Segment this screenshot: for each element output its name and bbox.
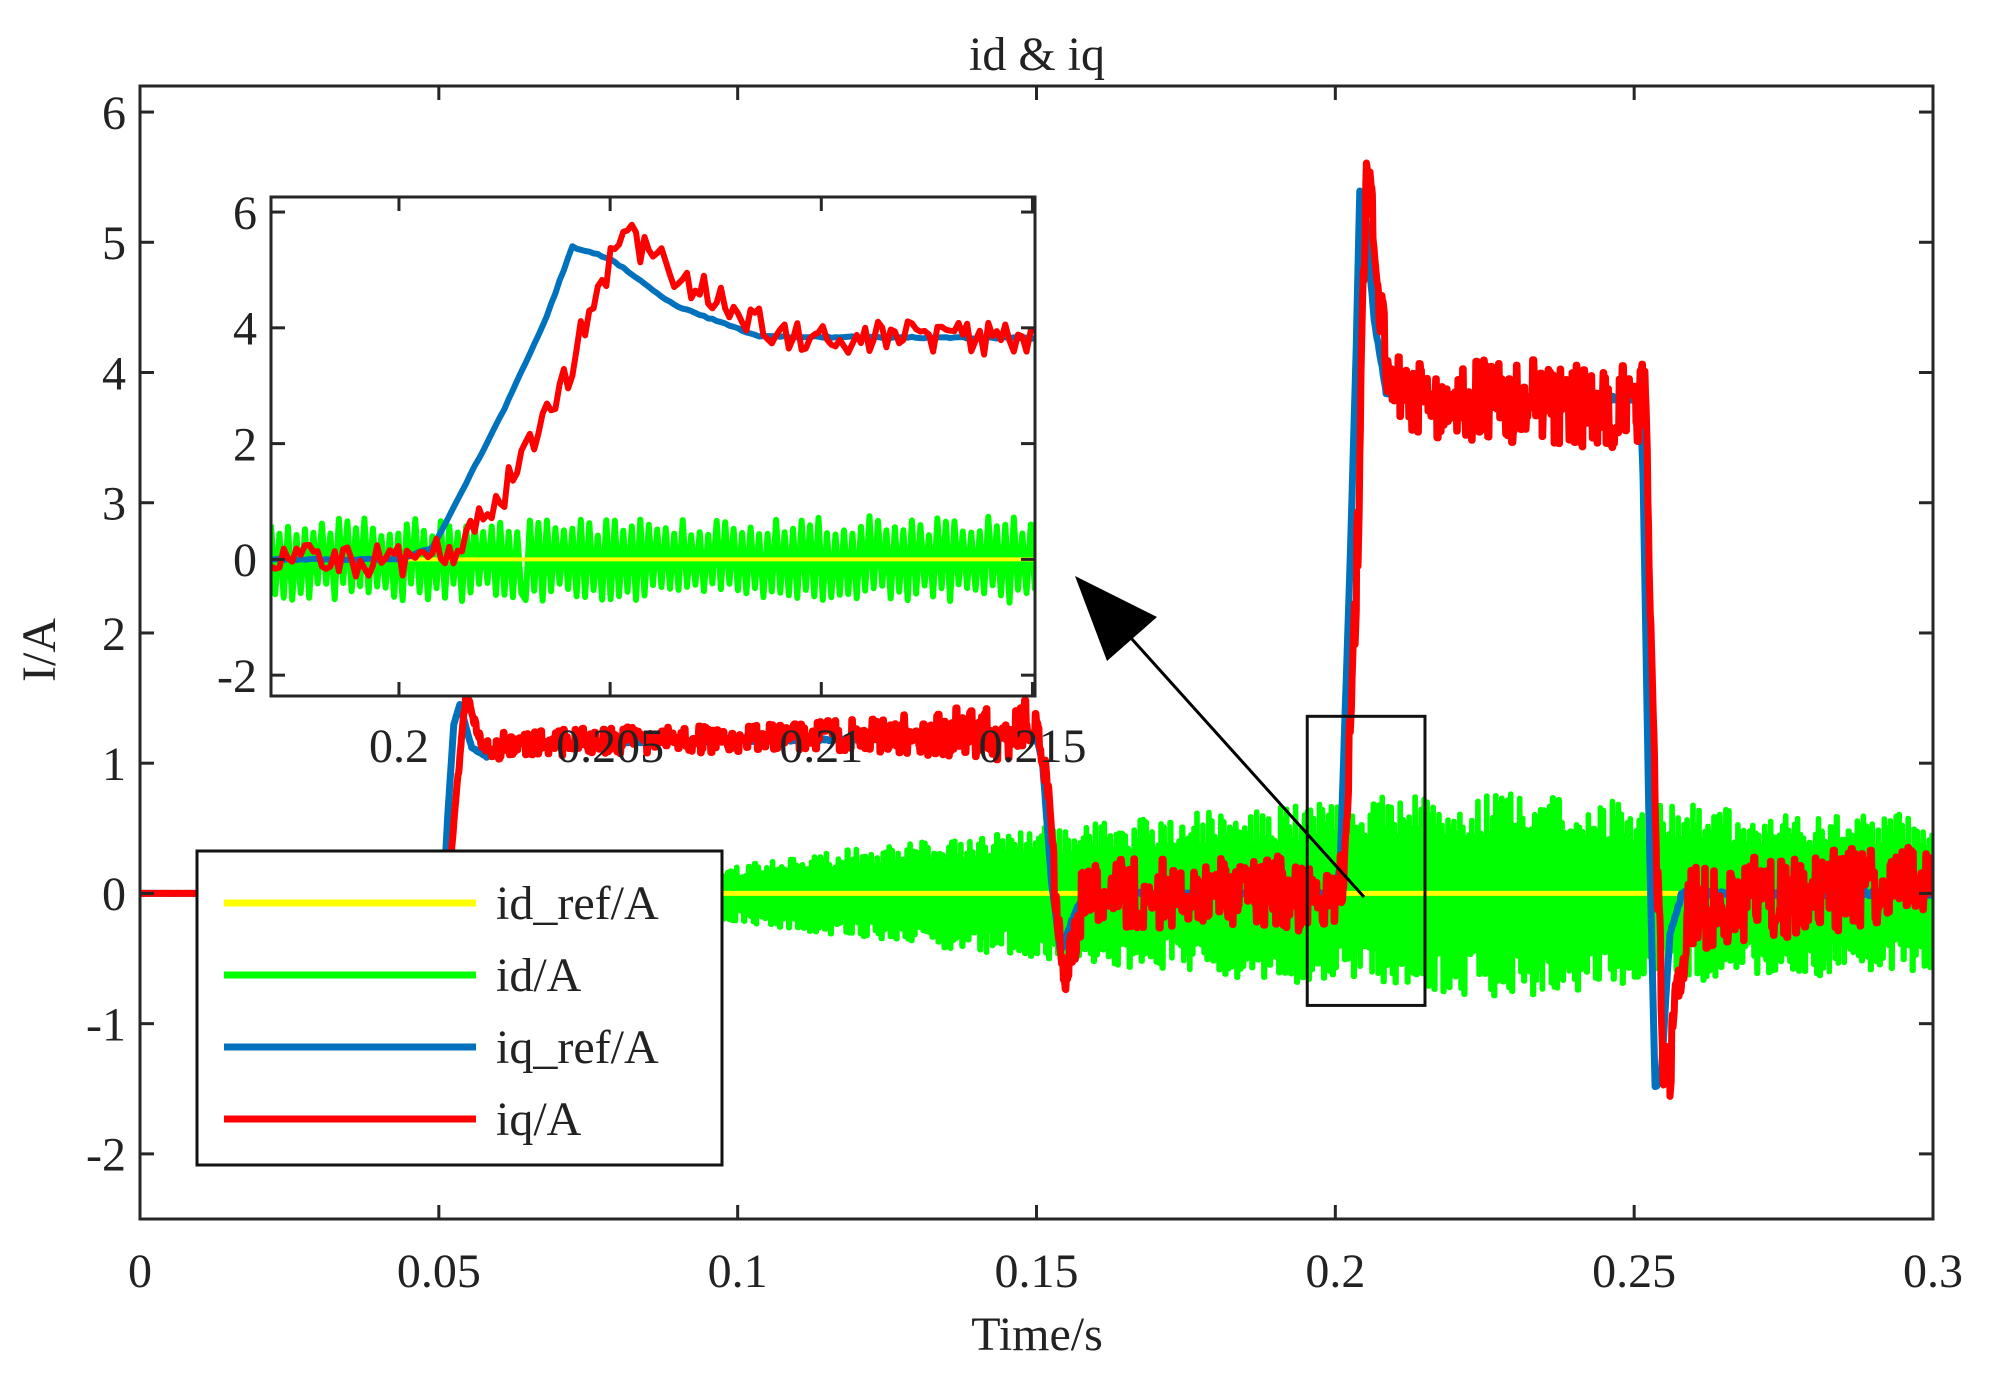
legend-item: id/A (224, 949, 582, 1002)
inset-series-iqa (271, 221, 1035, 580)
inset-y-tick-label: 0 (233, 534, 257, 587)
main-x-tick-label: 0.2 (1305, 1245, 1365, 1298)
inset-y-tick-label: 2 (233, 418, 257, 471)
main-x-tick-label: 0.25 (1592, 1245, 1676, 1298)
legend-label: iq_ref/A (496, 1021, 659, 1074)
inset-x-tick-label: 0.21 (779, 720, 863, 773)
main-y-tick-label: 4 (102, 347, 126, 400)
main-y-tick-label: 2 (102, 608, 126, 661)
main-y-tick-label: 1 (102, 738, 126, 791)
main-x-tick-label: 0.3 (1903, 1245, 1963, 1298)
y-axis-label: I/A (13, 618, 66, 682)
inset-x-tick-label: 0.205 (556, 720, 664, 773)
inset-x-tick-label: 0.2 (369, 720, 429, 773)
main-y-tick-label: 0 (102, 868, 126, 921)
main-axes: 0 0.05 0.1 0.15 0.2 0.25 0.3 -2 -1 0 1 2 3 4 5 6 (86, 84, 1963, 1298)
main-x-tick-label: 0.15 (995, 1245, 1079, 1298)
inset-y-tick-label: -2 (217, 650, 257, 703)
main-y-tick-label: 5 (102, 217, 126, 270)
inset-x-tick-label: 0.215 (978, 720, 1086, 773)
legend-label: iq/A (496, 1093, 582, 1146)
inset-plot-area (271, 221, 1035, 606)
main-y-tick-label: 6 (102, 87, 126, 140)
legend-item: iq/A (224, 1093, 582, 1146)
inset-axes-frame (269, 195, 1037, 698)
main-y-tick-label: 3 (102, 478, 126, 531)
zoom-region-box (1305, 714, 1427, 1007)
legend: id_ref/A id/A iq_ref/A iq/A (195, 849, 724, 1167)
main-x-tick-label: 0.05 (397, 1245, 481, 1298)
legend-label: id_ref/A (496, 877, 659, 930)
inset-y-tick-label: 4 (233, 303, 257, 356)
legend-label: id/A (496, 949, 582, 1002)
zoom-arrow (1075, 576, 1366, 899)
main-y-tick-label: -1 (86, 998, 126, 1051)
main-y-tick-label: -2 (86, 1129, 126, 1182)
inset-series-ida (271, 513, 1035, 606)
chart-title: id & iq (969, 28, 1105, 81)
x-axis-label: Time/s (971, 1308, 1103, 1361)
arrow-shaft (1093, 596, 1366, 899)
main-x-tick-label: 0.1 (708, 1245, 768, 1298)
arrow-head-icon (1075, 576, 1157, 661)
inset-background (271, 197, 1035, 696)
inset-axes: 0.2 0.205 0.21 0.215 -2 0 2 4 6 (217, 187, 1086, 773)
main-x-tick-label: 0 (128, 1245, 152, 1298)
legend-item: id_ref/A (224, 877, 659, 930)
legend-item: iq_ref/A (224, 1021, 659, 1074)
inset-y-tick-label: 6 (233, 187, 257, 240)
